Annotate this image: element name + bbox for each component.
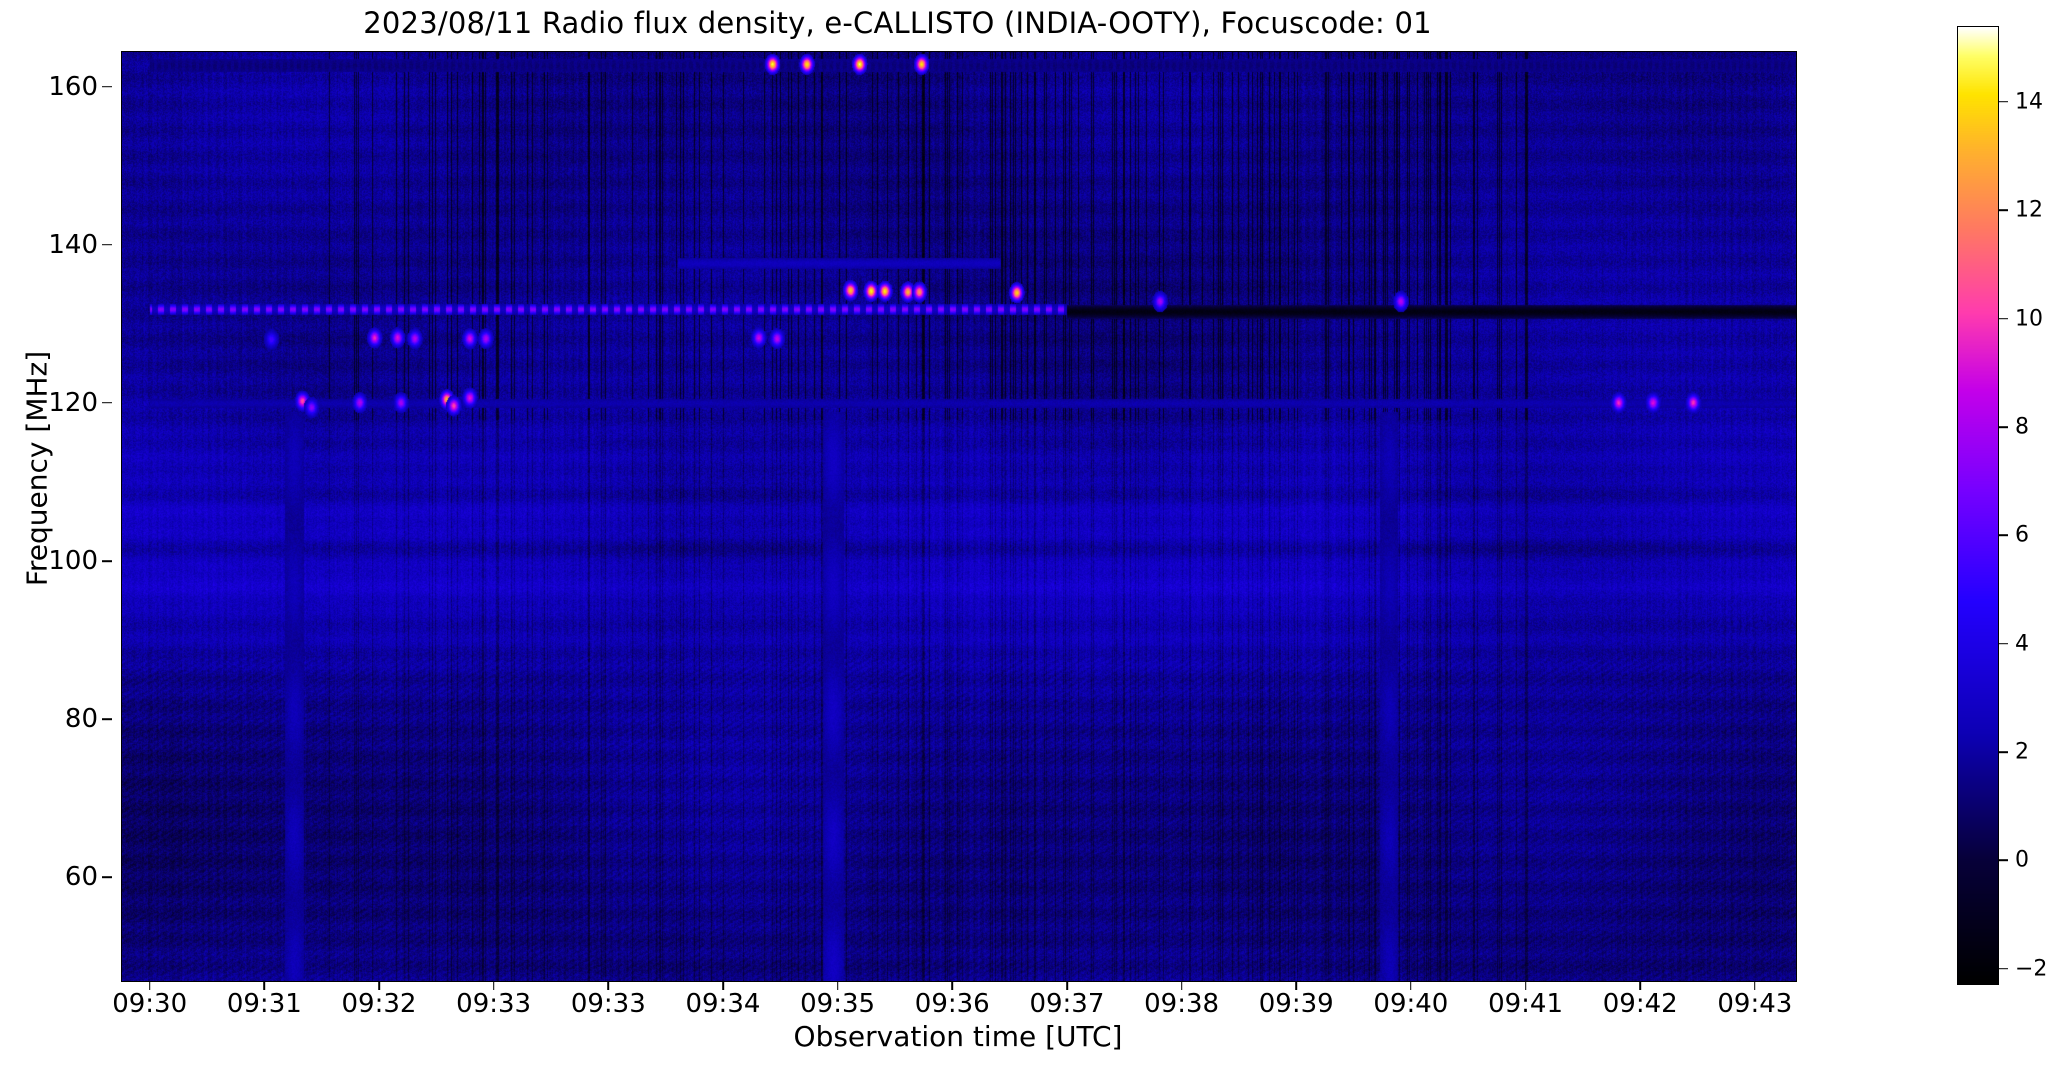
y-tick-mark xyxy=(102,718,112,720)
x-tick-label: 09:30 xyxy=(112,989,188,1019)
x-tick-label: 09:38 xyxy=(1144,989,1220,1019)
colorbar-tick-mark xyxy=(1999,751,2008,753)
x-axis-title: Observation time [UTC] xyxy=(793,1020,1123,1053)
x-tick-label: 09:37 xyxy=(1029,989,1105,1019)
x-tick-mark xyxy=(722,981,724,990)
colorbar-tick-mark xyxy=(1999,426,2008,428)
y-tick-label: 140 xyxy=(48,229,98,260)
y-axis-ticks: 160 140 120 100 80 60 xyxy=(0,51,112,980)
x-tick-mark xyxy=(1639,981,1641,990)
colorbar-tick-label: 12 xyxy=(2015,197,2043,223)
colorbar-tick-label: 14 xyxy=(2015,89,2043,115)
colorbar-tick-label: 6 xyxy=(2015,522,2029,548)
colorbar-tick-label: 10 xyxy=(2015,306,2043,332)
x-tick-label: 09:42 xyxy=(1602,989,1678,1019)
colorbar-tick-mark xyxy=(1999,101,2008,103)
colorbar-tick-label: 2 xyxy=(2015,739,2029,765)
x-tick-mark xyxy=(1180,981,1183,990)
y-tick-mark xyxy=(102,243,112,246)
x-tick-mark xyxy=(148,981,151,990)
colorbar-tick-mark xyxy=(1999,642,2008,645)
spectrogram-plot-area xyxy=(121,51,1797,982)
x-tick-label: 09:32 xyxy=(341,989,417,1019)
colorbar-tick-label: 4 xyxy=(2015,631,2029,657)
colorbar-tick-label: −2 xyxy=(2015,956,2048,982)
x-tick-label: 09:41 xyxy=(1488,989,1564,1019)
x-tick-label: 09:31 xyxy=(226,989,302,1019)
y-tick-label: 100 xyxy=(48,545,98,576)
x-tick-mark xyxy=(378,981,380,990)
y-tick-label: 120 xyxy=(48,387,98,418)
x-tick-label: 09:34 xyxy=(685,989,761,1019)
x-tick-mark xyxy=(1524,981,1527,990)
x-tick-mark xyxy=(1066,981,1068,990)
x-tick-mark xyxy=(492,981,495,990)
page-title: 2023/08/11 Radio flux density, e-CALLIST… xyxy=(363,6,1432,40)
x-tick-mark xyxy=(951,981,954,990)
colorbar-tick-mark xyxy=(1999,859,2008,862)
colorbar-gradient xyxy=(1958,27,1998,984)
x-tick-label: 09:33 xyxy=(456,989,532,1019)
x-tick-label: 09:35 xyxy=(800,989,876,1019)
y-tick-label: 80 xyxy=(64,704,98,735)
colorbar-tick-label: 0 xyxy=(2015,847,2029,873)
x-tick-label: 09:39 xyxy=(1258,989,1334,1019)
y-tick-mark xyxy=(102,560,112,562)
y-tick-label: 160 xyxy=(48,71,98,102)
y-tick-mark xyxy=(102,402,112,404)
x-tick-label: 09:40 xyxy=(1373,989,1449,1019)
y-tick-mark xyxy=(102,85,112,88)
x-tick-mark xyxy=(836,981,839,990)
colorbar-tick-mark xyxy=(1999,209,2008,211)
x-tick-mark xyxy=(1295,981,1298,990)
colorbar-tick-mark xyxy=(1999,967,2008,970)
x-tick-mark xyxy=(1410,981,1412,990)
x-tick-mark xyxy=(607,981,610,990)
y-tick-label: 60 xyxy=(64,862,98,893)
x-tick-mark xyxy=(263,981,266,990)
y-tick-mark xyxy=(102,876,112,878)
x-axis-ticks: 09:30 09:31 09:32 09:33 09:33 09:34 09:35 09:36… xyxy=(112,981,1795,1041)
x-tick-mark xyxy=(1754,981,1756,990)
spectrogram-canvas xyxy=(122,52,1796,981)
x-tick-label: 09:36 xyxy=(914,989,990,1019)
x-tick-label: 09:43 xyxy=(1717,989,1793,1019)
colorbar-tick-mark xyxy=(1999,317,2008,320)
y-axis-title: Frequency [MHz] xyxy=(20,350,54,587)
colorbar-tick-label: 8 xyxy=(2015,414,2029,440)
x-tick-label: 09:33 xyxy=(570,989,646,1019)
colorbar-ticks: −2 0 2 4 6 8 10 12 14 xyxy=(1999,26,2065,985)
colorbar xyxy=(1957,26,1999,985)
colorbar-tick-mark xyxy=(1999,534,2008,537)
